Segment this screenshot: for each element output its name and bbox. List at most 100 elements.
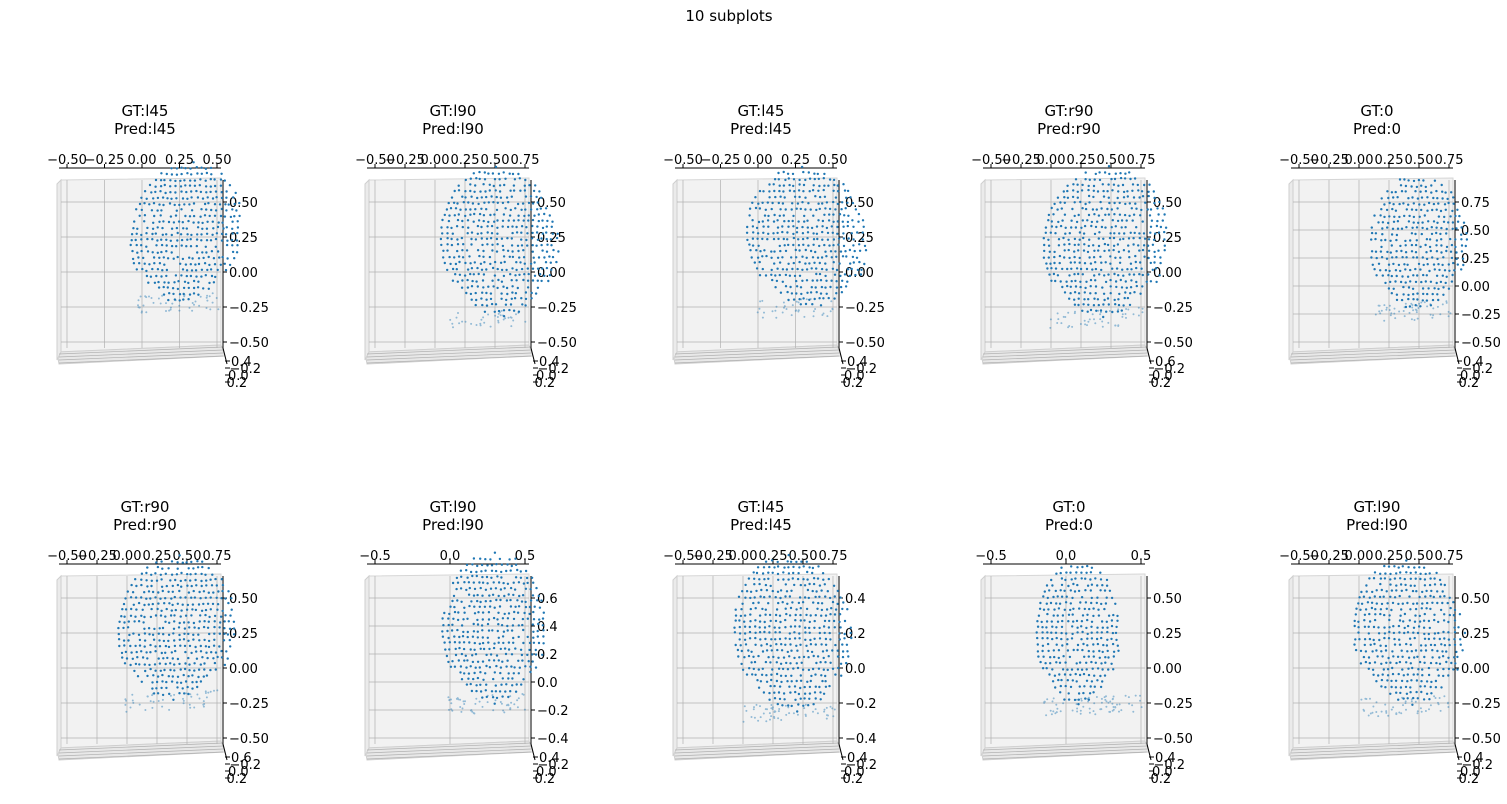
point <box>742 720 745 723</box>
point <box>193 303 195 306</box>
point <box>463 581 466 584</box>
point <box>1441 590 1444 593</box>
point <box>821 238 824 241</box>
point <box>514 576 518 579</box>
point <box>1419 685 1422 688</box>
point <box>494 165 498 169</box>
point <box>184 596 187 599</box>
point <box>447 636 450 640</box>
point <box>1433 695 1436 698</box>
point <box>798 632 801 635</box>
point <box>171 675 174 678</box>
point <box>483 171 486 174</box>
point <box>134 238 137 242</box>
point <box>188 256 191 259</box>
point <box>765 680 769 683</box>
point <box>1463 631 1467 635</box>
point <box>140 233 143 237</box>
point <box>203 262 207 265</box>
point <box>511 172 515 176</box>
point <box>792 571 795 575</box>
point <box>147 627 151 630</box>
point <box>778 214 781 217</box>
point <box>473 212 476 216</box>
point <box>509 189 512 192</box>
point <box>811 589 814 593</box>
point <box>852 238 855 241</box>
point <box>823 243 826 247</box>
point <box>1408 311 1411 314</box>
point <box>1407 656 1411 659</box>
point <box>159 597 162 600</box>
point <box>1056 595 1059 598</box>
point <box>231 250 235 254</box>
point <box>759 716 762 719</box>
point <box>1155 224 1159 228</box>
point <box>783 698 786 701</box>
point <box>787 298 790 302</box>
point <box>1399 571 1402 574</box>
point <box>193 669 196 672</box>
point <box>1412 215 1416 219</box>
point <box>481 279 485 282</box>
point <box>473 648 476 651</box>
point <box>202 256 205 260</box>
point <box>1421 287 1425 290</box>
point <box>1390 679 1393 683</box>
point <box>826 231 830 235</box>
point <box>1124 291 1127 294</box>
point <box>1410 302 1413 305</box>
point <box>200 172 203 175</box>
x-tick-label: 0.75 <box>1435 549 1464 564</box>
point <box>1091 268 1094 271</box>
point <box>1037 655 1040 658</box>
point <box>463 703 466 705</box>
point <box>744 596 747 599</box>
point <box>835 268 839 272</box>
x-tick-label: 0.50 <box>481 153 510 168</box>
point <box>1082 705 1085 708</box>
point <box>1435 250 1439 253</box>
point <box>814 250 817 254</box>
x-tick-label: −0.50 <box>663 549 703 564</box>
x-tick-label: 0.25 <box>143 549 172 564</box>
point <box>207 202 210 205</box>
point <box>761 316 764 319</box>
point <box>531 224 534 228</box>
point <box>191 681 194 684</box>
point <box>1380 309 1383 312</box>
point <box>1132 243 1135 246</box>
point <box>1134 260 1137 264</box>
point <box>804 703 807 706</box>
point <box>163 602 166 605</box>
point <box>150 579 153 582</box>
point <box>189 179 192 182</box>
point <box>1424 644 1427 647</box>
point <box>168 692 171 696</box>
point <box>524 320 527 323</box>
point <box>543 274 546 277</box>
point <box>473 587 477 591</box>
point <box>518 666 521 669</box>
point <box>856 268 860 272</box>
point <box>200 275 203 278</box>
point <box>491 172 495 175</box>
point <box>749 613 752 616</box>
point <box>787 299 790 302</box>
point <box>823 583 826 586</box>
point <box>738 625 741 629</box>
point <box>748 625 751 629</box>
point <box>540 599 543 602</box>
point <box>1392 220 1396 223</box>
point <box>507 648 511 651</box>
point <box>1047 244 1051 247</box>
point <box>209 308 212 311</box>
point <box>536 267 540 270</box>
point <box>543 212 546 216</box>
point <box>1362 708 1365 711</box>
point <box>796 267 799 271</box>
point <box>454 647 457 651</box>
point <box>189 245 193 248</box>
point <box>467 201 470 204</box>
